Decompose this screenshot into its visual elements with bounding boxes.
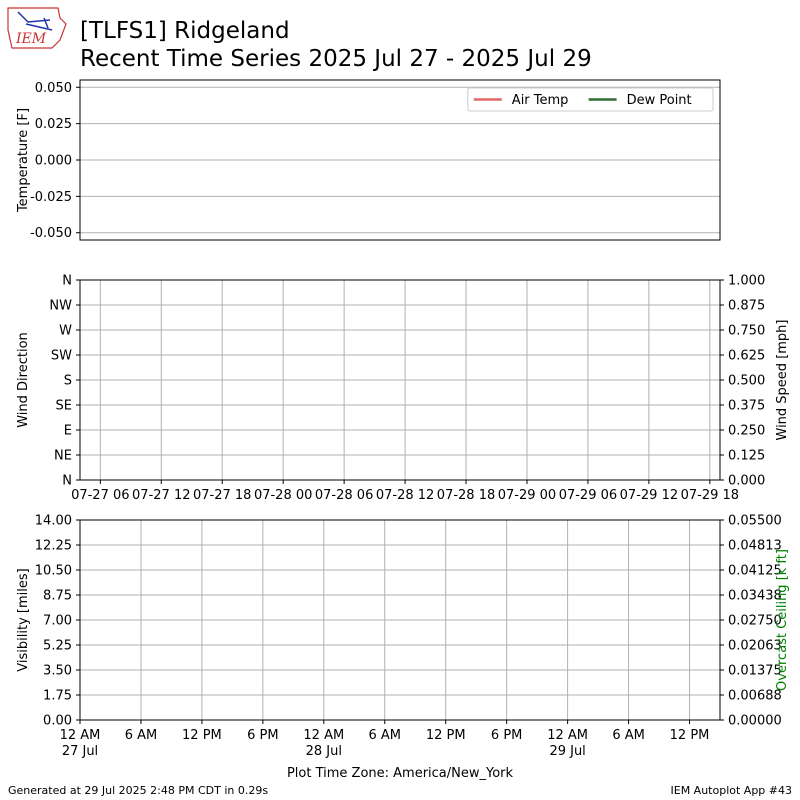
y2-axis-label: Wind Speed [mph] <box>775 320 790 441</box>
y2-tick-label: 0.750 <box>728 324 765 339</box>
y2-tick-label: 1.000 <box>728 274 765 289</box>
title: [TLFS1] Ridgeland <box>80 18 290 44</box>
y2-tick-label: 0.875 <box>728 299 765 314</box>
y-axis-label: Visibility [miles] <box>16 568 31 671</box>
y-tick-label: 7.00 <box>43 614 72 629</box>
legend-label: Air Temp <box>512 93 569 108</box>
plot-frame <box>79 519 721 721</box>
x-tick-label: 07-29 06 <box>559 488 617 503</box>
y-tick-label: 0.000 <box>35 154 72 169</box>
y2-tick-label: 0.04125 <box>728 564 782 579</box>
y-tick-label: NE <box>54 449 72 464</box>
y2-axis-label: Overcast Ceiling [k ft] <box>775 549 790 691</box>
plot-frame <box>79 279 721 481</box>
x-tick-label: 07-28 00 <box>254 488 312 503</box>
y2-tick-label: 0.01375 <box>728 664 782 679</box>
y-tick-label: -0.050 <box>30 226 72 241</box>
y-tick-label: 0.050 <box>35 81 72 96</box>
y2-tick-label: 0.500 <box>728 374 765 389</box>
logo-text: IEM <box>15 31 47 47</box>
y-tick-label: 14.00 <box>35 514 72 529</box>
y2-tick-label: 0.250 <box>728 424 765 439</box>
y2-tick-label: 0.04813 <box>728 539 782 554</box>
y-tick-label: NW <box>49 299 72 314</box>
x-tick-label: 07-29 18 <box>681 488 739 503</box>
x-tick-label: 6 AM <box>612 728 645 743</box>
x-tick-label: 6 AM <box>369 728 402 743</box>
y2-tick-label: 0.125 <box>728 449 765 464</box>
y-tick-label: 0.025 <box>35 117 72 132</box>
footer-left: Generated at 29 Jul 2025 2:48 PM CDT in … <box>8 784 268 797</box>
x-tick-label: 07-28 18 <box>437 488 495 503</box>
y-tick-label: 5.25 <box>43 639 72 654</box>
x-tick-label: 12 PM <box>182 728 222 743</box>
y-tick-label: S <box>64 374 72 389</box>
y-tick-label: SW <box>51 349 72 364</box>
x-tick-label: 07-27 06 <box>71 488 129 503</box>
x-tick-label: 12 PM <box>426 728 466 743</box>
y-tick-label: N <box>62 474 72 489</box>
x-tick-label: 6 AM <box>125 728 158 743</box>
y-tick-label: 10.50 <box>35 564 72 579</box>
y-tick-label: N <box>62 274 72 289</box>
logo-shape <box>7 7 67 49</box>
y-axis-label: Temperature [F] <box>16 108 31 213</box>
y2-tick-label: 0.625 <box>728 349 765 364</box>
x-tick-label: 07-29 12 <box>620 488 678 503</box>
x-tick-label: 12 AM 29 Jul <box>547 728 588 759</box>
y2-tick-label: 0.000 <box>728 474 765 489</box>
y-tick-label: SE <box>56 399 72 414</box>
x-tick-label: 12 AM 28 Jul <box>303 728 344 759</box>
y-tick-label: 8.75 <box>43 589 72 604</box>
y2-tick-label: 0.02750 <box>728 614 782 629</box>
footer-right: IEM Autoplot App #43 <box>671 784 793 797</box>
y-tick-label: -0.025 <box>30 190 72 205</box>
y2-tick-label: 0.00000 <box>728 714 782 729</box>
y2-tick-label: 0.03438 <box>728 589 782 604</box>
y-axis-label: Wind Direction <box>16 332 31 428</box>
x-axis-label: Plot Time Zone: America/New_York <box>287 766 514 781</box>
logo: IEM <box>7 7 67 49</box>
logo-lines <box>17 11 53 31</box>
y2-tick-label: 0.02063 <box>728 639 782 654</box>
subtitle: Recent Time Series 2025 Jul 27 - 2025 Ju… <box>80 46 592 72</box>
y2-tick-label: 0.00688 <box>728 689 782 704</box>
x-tick-label: 6 PM <box>491 728 522 743</box>
x-tick-label: 07-28 12 <box>376 488 434 503</box>
x-tick-label: 07-28 06 <box>315 488 373 503</box>
x-tick-label: 12 AM 27 Jul <box>60 728 101 759</box>
y-tick-label: E <box>64 424 72 439</box>
x-tick-label: 12 PM <box>670 728 710 743</box>
y-tick-label: 3.50 <box>43 664 72 679</box>
x-tick-label: 07-27 18 <box>193 488 251 503</box>
x-tick-label: 07-29 00 <box>498 488 556 503</box>
x-tick-label: 6 PM <box>247 728 278 743</box>
legend-label: Dew Point <box>627 93 692 108</box>
y-tick-label: 0.00 <box>43 714 72 729</box>
y-tick-label: 12.25 <box>35 539 72 554</box>
plot-frame <box>79 79 721 241</box>
y2-tick-label: 0.05500 <box>728 514 782 529</box>
y-tick-label: 1.75 <box>43 689 72 704</box>
y2-tick-label: 0.375 <box>728 399 765 414</box>
x-tick-label: 07-27 12 <box>132 488 190 503</box>
y-tick-label: W <box>59 324 72 339</box>
